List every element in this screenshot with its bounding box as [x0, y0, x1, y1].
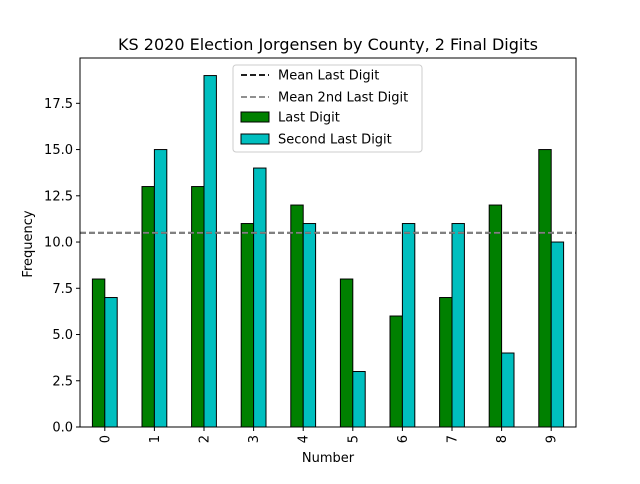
y-tick-label: 5.0 [52, 328, 73, 343]
bar-second-last-digit-8 [501, 352, 515, 428]
legend-label: Mean 2nd Last Digit [278, 91, 408, 106]
y-tick-label: 7.5 [52, 282, 73, 297]
plot-area: 0.0 2.5 5.0 7.5 10.0 12.5 15.0 17.5 0 1 2 3 4 5 6 7 8 9 [44, 57, 577, 443]
x-tick-label: 0 [98, 435, 113, 443]
x-tick-label: 6 [396, 435, 411, 443]
y-tick-label: 15.0 [44, 143, 73, 158]
plot-frame [79, 57, 577, 428]
legend-box [232, 64, 423, 153]
x-tick-label: 8 [495, 435, 510, 443]
bar-second-last-digit-5 [352, 371, 366, 428]
bar-last-digit-5 [339, 278, 354, 428]
bar-last-digit-7 [439, 297, 453, 428]
x-tick-label: 4 [297, 435, 312, 443]
bar-second-last-digit-1 [153, 149, 168, 428]
x-tick-label: 5 [346, 435, 361, 443]
bar-second-last-digit-4 [302, 223, 317, 428]
y-tick-label: 10.0 [44, 236, 73, 251]
bar-last-digit-0 [91, 278, 106, 428]
chart-title: KS 2020 Election Jorgensen by County, 2 … [118, 35, 538, 54]
legend-label: Last Digit [278, 111, 340, 126]
x-tick-label: 2 [198, 435, 213, 443]
bar-second-last-digit-3 [253, 167, 267, 428]
bar-last-digit-9 [538, 149, 552, 428]
bar-second-last-digit-0 [104, 297, 118, 428]
x-tick-label: 3 [247, 435, 262, 443]
bar-last-digit-6 [389, 315, 403, 428]
x-axis-label: Number [302, 451, 355, 466]
bar-second-last-digit-2 [203, 75, 217, 428]
y-tick-label: 0.0 [52, 421, 73, 436]
y-tick-label: 17.5 [44, 97, 73, 112]
legend-swatch-bar [240, 111, 270, 123]
bar-last-digit-4 [290, 204, 304, 428]
x-tick-label: 1 [148, 435, 163, 443]
bar-last-digit-1 [141, 186, 155, 428]
legend-label: Mean Last Digit [278, 69, 379, 84]
legend: Mean Last Digit Mean 2nd Last Digit Last D… [232, 64, 423, 153]
y-axis-label: Frequency [21, 210, 36, 277]
y-tick-label: 2.5 [52, 374, 73, 389]
legend-swatch-bar [240, 133, 270, 145]
bar-last-digit-8 [488, 204, 503, 428]
y-tick-label: 12.5 [44, 189, 73, 204]
bar-second-last-digit-6 [401, 223, 416, 428]
bar-second-last-digit-7 [451, 223, 465, 428]
x-tick-label: 7 [446, 435, 461, 443]
bar-last-digit-2 [191, 186, 205, 428]
legend-label: Second Last Digit [278, 133, 392, 148]
bar-second-last-digit-9 [550, 241, 565, 428]
x-tick-label: 9 [545, 435, 560, 443]
bar-last-digit-3 [240, 223, 255, 428]
